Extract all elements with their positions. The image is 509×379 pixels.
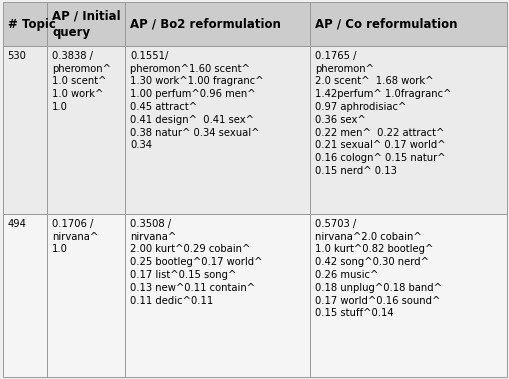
Bar — [47, 214, 125, 377]
Bar — [47, 46, 125, 214]
Bar — [309, 214, 506, 377]
Text: 0.3508 /
nirvana^
2.00 kurt^0.29 cobain^
0.25 bootleg^0.17 world^
0.17 list^0.15: 0.3508 / nirvana^ 2.00 kurt^0.29 cobain^… — [130, 219, 262, 305]
Text: AP / Co reformulation: AP / Co reformulation — [314, 17, 456, 31]
Text: 494: 494 — [8, 219, 26, 229]
Text: 0.3838 /
pheromon^
1.0 scent^
1.0 work^
1.0: 0.3838 / pheromon^ 1.0 scent^ 1.0 work^ … — [52, 51, 111, 112]
Text: AP / Initial
query: AP / Initial query — [52, 9, 121, 39]
Text: 0.5703 /
nirvana^2.0 cobain^
1.0 kurt^0.82 bootleg^
0.42 song^0.30 nerd^
0.26 mu: 0.5703 / nirvana^2.0 cobain^ 1.0 kurt^0.… — [314, 219, 441, 318]
Text: 0.1765 /
pheromon^
2.0 scent^  1.68 work^
1.42perfum^ 1.0fragranc^
0.97 aphrodis: 0.1765 / pheromon^ 2.0 scent^ 1.68 work^… — [314, 51, 450, 176]
Bar — [3, 2, 47, 46]
Text: 0.1706 /
nirvana^
1.0: 0.1706 / nirvana^ 1.0 — [52, 219, 98, 254]
Text: AP / Bo2 reformulation: AP / Bo2 reformulation — [130, 17, 280, 31]
Bar — [309, 46, 506, 214]
Bar — [3, 46, 47, 214]
Text: # Topic: # Topic — [8, 17, 55, 31]
Bar — [47, 2, 125, 46]
Text: 530: 530 — [8, 51, 26, 61]
Bar — [125, 2, 309, 46]
Text: 0.1551/
pheromon^1.60 scent^
1.30 work^1.00 fragranc^
1.00 perfum^0.96 men^
0.45: 0.1551/ pheromon^1.60 scent^ 1.30 work^1… — [130, 51, 264, 150]
Bar — [3, 214, 47, 377]
Bar — [309, 2, 506, 46]
Bar — [125, 214, 309, 377]
Bar — [125, 46, 309, 214]
